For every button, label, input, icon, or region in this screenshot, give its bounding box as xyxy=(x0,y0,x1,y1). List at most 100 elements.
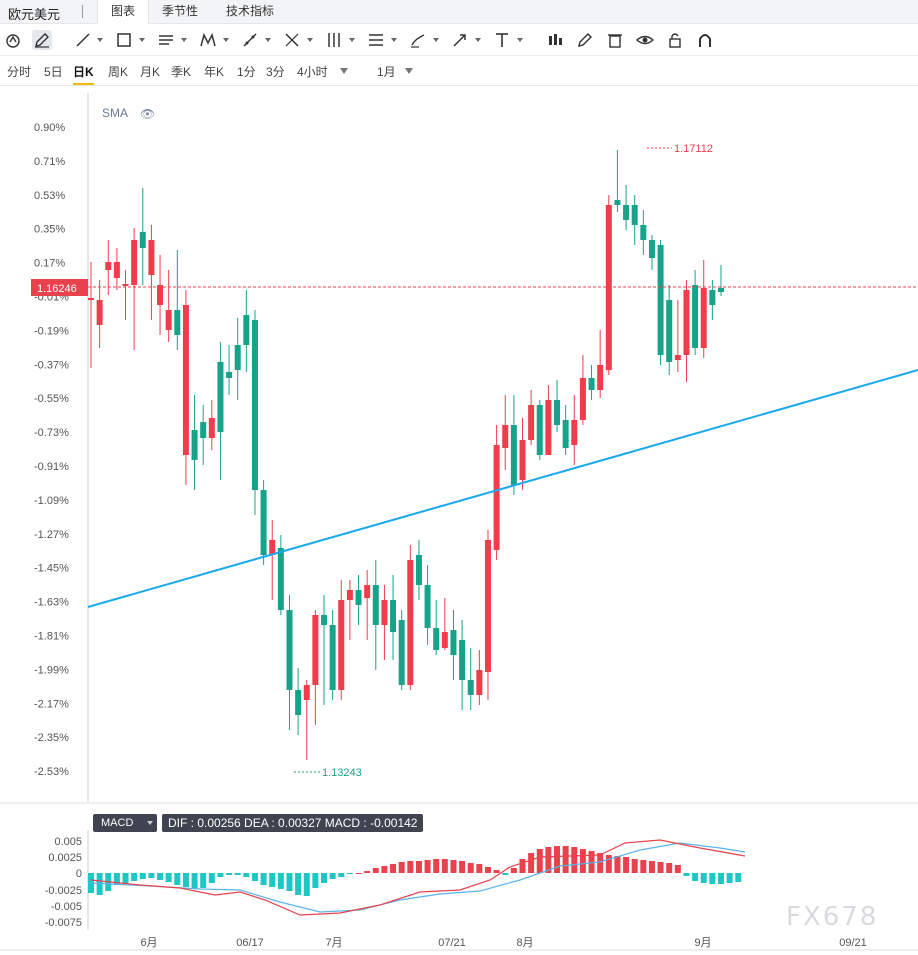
low-label: 1.13243 xyxy=(322,767,362,779)
period-yearly[interactable]: 年K xyxy=(204,65,225,79)
sma-indicator-label[interactable]: SMA xyxy=(102,106,129,120)
fib-icon[interactable] xyxy=(240,30,260,50)
macd-histogram-bar xyxy=(476,864,483,873)
candle-body xyxy=(381,600,388,625)
range-select[interactable]: 1月 xyxy=(377,65,396,79)
macd-histogram-bar xyxy=(398,862,405,873)
candle-body xyxy=(614,200,621,205)
macd-histogram-bar xyxy=(407,861,414,873)
hide-eye-icon[interactable]: 👁 xyxy=(140,107,156,121)
trendline xyxy=(87,369,918,608)
candle-body xyxy=(588,378,595,390)
tab-indicators[interactable]: 技术指标 xyxy=(225,4,274,18)
candle-body xyxy=(217,362,224,432)
macd-histogram-bar xyxy=(683,873,690,876)
macd-histogram-bar xyxy=(493,870,500,873)
macd-histogram-bar xyxy=(674,865,681,873)
candle-body xyxy=(372,585,379,625)
candle-body xyxy=(657,245,664,355)
macd-histogram-bar xyxy=(381,866,388,873)
text-icon[interactable] xyxy=(492,30,512,50)
brush-icon[interactable] xyxy=(408,30,428,50)
candle-body xyxy=(493,445,500,550)
parallel-lines-icon[interactable] xyxy=(156,30,176,50)
eye-icon[interactable] xyxy=(635,30,655,50)
magnet-icon[interactable] xyxy=(695,30,715,50)
tab-seasonality[interactable]: 季节性 xyxy=(161,4,198,18)
macd-histogram-bar xyxy=(364,871,371,873)
macd-histogram-bar xyxy=(519,859,526,873)
y-axis-label: -2.17% xyxy=(34,698,69,710)
edit-icon[interactable] xyxy=(575,30,595,50)
macd-histogram-bar xyxy=(191,873,198,889)
period-bar: 分时 5日 日K 周K 月K 季K 年K 1分 3分 4小时 1月 xyxy=(0,56,918,86)
pattern-icon[interactable] xyxy=(198,30,218,50)
watermark-logo: FX678 xyxy=(786,902,879,932)
candle-body xyxy=(131,240,138,285)
candle-body xyxy=(234,345,241,370)
macd-histogram-bar xyxy=(303,873,310,896)
range-icon[interactable] xyxy=(324,30,344,50)
macd-histogram-bar xyxy=(640,860,647,873)
period-1min[interactable]: 1分 xyxy=(237,65,256,79)
levels-icon[interactable] xyxy=(366,30,386,50)
pencil-icon[interactable] xyxy=(32,30,52,50)
candle-body xyxy=(329,625,336,690)
y-axis-label: -1.09% xyxy=(34,495,69,507)
range-dropdown-icon[interactable] xyxy=(405,68,413,74)
candle-body xyxy=(424,585,431,628)
gann-icon[interactable] xyxy=(282,30,302,50)
unlock-icon[interactable] xyxy=(665,30,685,50)
period-daily[interactable]: 日K xyxy=(73,63,94,85)
macd-histogram-bar xyxy=(657,862,664,873)
candle-body xyxy=(182,305,189,455)
macd-histogram-bar xyxy=(113,873,120,885)
trend-line-icon[interactable] xyxy=(73,30,93,50)
candles-icon[interactable] xyxy=(545,30,565,50)
candle-body xyxy=(321,615,328,625)
candle-body xyxy=(139,232,146,248)
arrow-icon[interactable] xyxy=(450,30,470,50)
period-5day[interactable]: 5日 xyxy=(44,65,63,79)
macd-histogram-bar xyxy=(321,873,328,883)
trash-icon[interactable] xyxy=(605,30,625,50)
period-4hour[interactable]: 4小时 xyxy=(297,65,328,79)
y-axis-label: -0.37% xyxy=(34,359,69,371)
tab-chart[interactable]: 图表 xyxy=(97,0,149,24)
candle-body xyxy=(277,548,284,610)
macd-histogram-bar xyxy=(329,873,336,879)
candle-body xyxy=(191,430,198,460)
macd-histogram-bar xyxy=(709,873,716,884)
candle-body xyxy=(502,425,509,448)
macd-histogram-bar xyxy=(182,873,189,887)
macd-histogram-bar xyxy=(502,873,509,875)
period-quarterly[interactable]: 季K xyxy=(171,65,192,79)
period-monthly[interactable]: 月K xyxy=(140,65,161,79)
macd-selector[interactable]: MACD xyxy=(93,814,157,832)
candle-body xyxy=(536,405,543,455)
period-dropdown-icon[interactable] xyxy=(340,68,348,74)
macd-histogram-bar xyxy=(579,849,586,873)
y-axis-label: -2.53% xyxy=(34,766,69,778)
macd-values: DIF : 0.00256 DEA : 0.00327 MACD : -0.00… xyxy=(162,814,424,832)
macd-histogram-bar xyxy=(510,868,517,873)
candle-body xyxy=(226,372,233,378)
macd-histogram-bar xyxy=(174,873,181,885)
candle-body xyxy=(398,620,405,685)
candle-body xyxy=(623,205,630,220)
cursor-circle-icon[interactable] xyxy=(3,30,23,50)
candle-body xyxy=(364,585,371,598)
macd-histogram-bar xyxy=(692,873,699,881)
rectangle-icon[interactable] xyxy=(114,30,134,50)
period-intraday[interactable]: 分时 xyxy=(7,65,32,79)
period-weekly[interactable]: 周K xyxy=(108,65,129,79)
x-axis-label: 9月 xyxy=(694,937,711,949)
chart-area[interactable]: 0.90%0.71%0.53%0.35%0.17%-0.01%-0.19%-0.… xyxy=(0,87,918,955)
macd-histogram-bar xyxy=(666,863,673,873)
candle-body xyxy=(286,610,293,690)
macd-histogram-bar xyxy=(165,873,172,882)
macd-histogram-bar xyxy=(295,873,302,895)
macd-histogram-bar xyxy=(588,851,595,873)
x-axis-label: 6月 xyxy=(140,937,157,949)
period-3min[interactable]: 3分 xyxy=(266,65,285,79)
